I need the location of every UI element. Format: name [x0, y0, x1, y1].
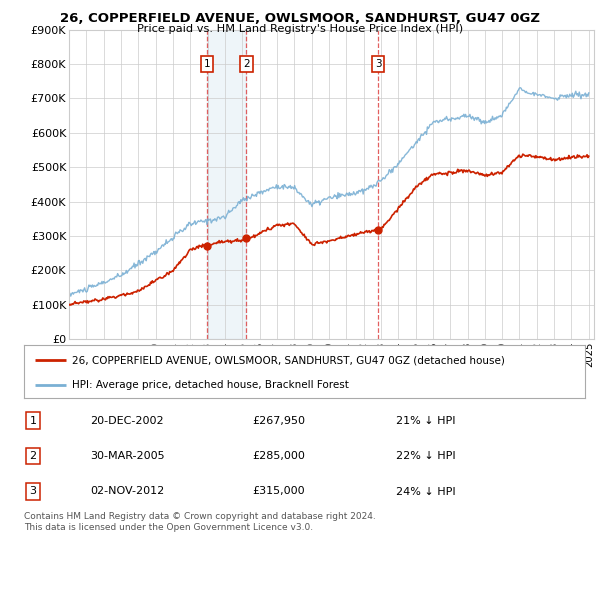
Text: 3: 3 — [375, 59, 382, 69]
Text: 1: 1 — [29, 416, 37, 425]
Text: 3: 3 — [29, 487, 37, 496]
Bar — [207, 30, 247, 339]
Text: HPI: Average price, detached house, Bracknell Forest: HPI: Average price, detached house, Brac… — [71, 380, 349, 390]
Text: 26, COPPERFIELD AVENUE, OWLSMOOR, SANDHURST, GU47 0GZ: 26, COPPERFIELD AVENUE, OWLSMOOR, SANDHU… — [60, 12, 540, 25]
Text: 22% ↓ HPI: 22% ↓ HPI — [396, 451, 455, 461]
Text: £315,000: £315,000 — [252, 487, 305, 496]
Text: 2: 2 — [29, 451, 37, 461]
Text: 26, COPPERFIELD AVENUE, OWLSMOOR, SANDHURST, GU47 0GZ (detached house): 26, COPPERFIELD AVENUE, OWLSMOOR, SANDHU… — [71, 355, 505, 365]
Text: 1: 1 — [204, 59, 211, 69]
Text: 2: 2 — [243, 59, 250, 69]
Text: £267,950: £267,950 — [252, 416, 305, 425]
Text: 21% ↓ HPI: 21% ↓ HPI — [396, 416, 455, 425]
Text: 24% ↓ HPI: 24% ↓ HPI — [396, 487, 455, 496]
Text: 20-DEC-2002: 20-DEC-2002 — [90, 416, 164, 425]
Text: 30-MAR-2005: 30-MAR-2005 — [90, 451, 164, 461]
Text: £285,000: £285,000 — [252, 451, 305, 461]
Text: 02-NOV-2012: 02-NOV-2012 — [90, 487, 164, 496]
Text: Price paid vs. HM Land Registry's House Price Index (HPI): Price paid vs. HM Land Registry's House … — [137, 24, 463, 34]
Text: Contains HM Land Registry data © Crown copyright and database right 2024.
This d: Contains HM Land Registry data © Crown c… — [24, 512, 376, 532]
